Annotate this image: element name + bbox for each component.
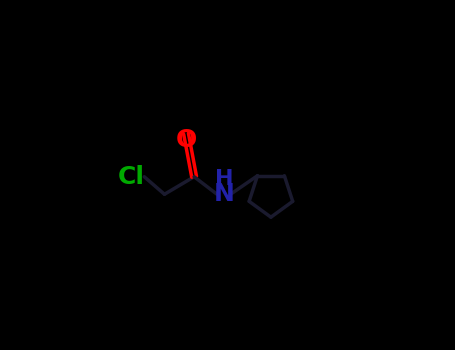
Text: H: H (214, 169, 233, 189)
Text: O: O (175, 128, 197, 152)
Text: Cl: Cl (117, 165, 144, 189)
Text: N: N (213, 182, 234, 206)
